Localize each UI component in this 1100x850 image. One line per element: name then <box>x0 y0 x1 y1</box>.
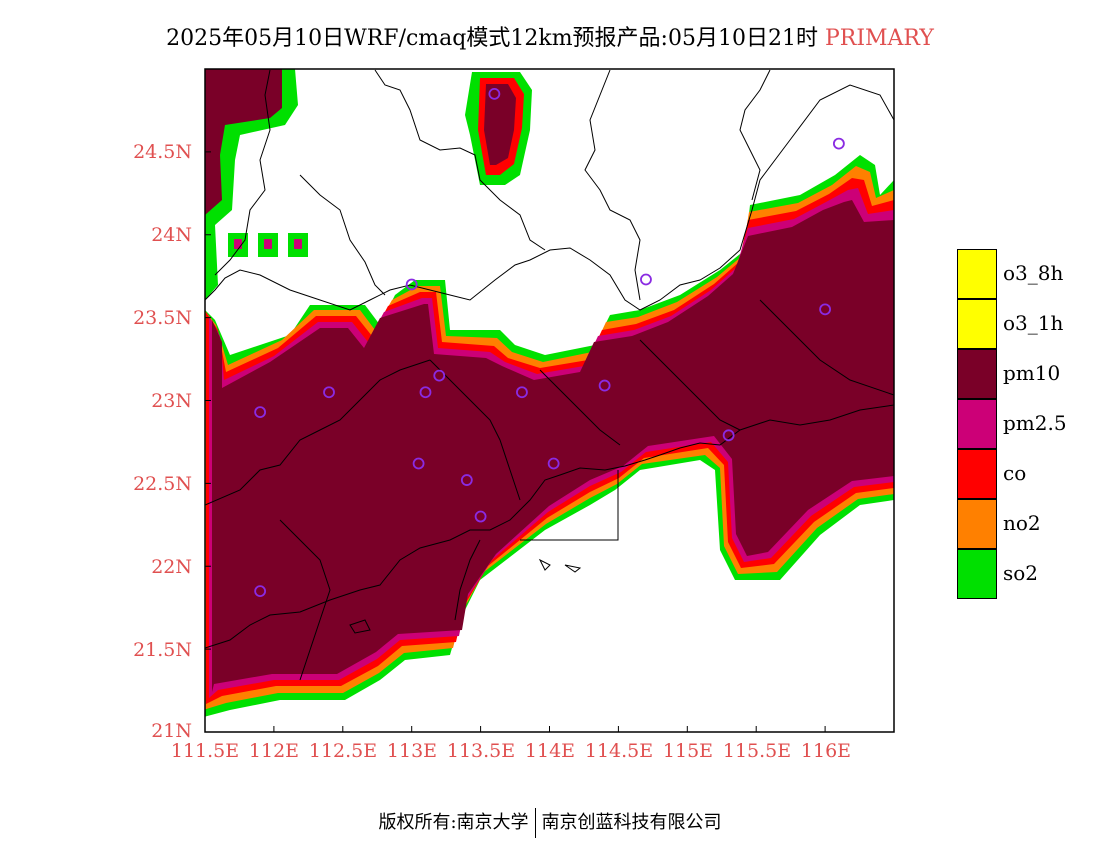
legend-swatch <box>957 399 997 449</box>
inner-border-9 <box>639 339 741 431</box>
x-tick-label: 114.5E <box>584 740 654 762</box>
inner-border-2 <box>374 69 546 251</box>
river-1 <box>454 539 481 621</box>
station-marker <box>640 273 652 286</box>
island-1 <box>538 558 551 571</box>
station-marker <box>405 278 418 291</box>
x-tick-label: 116E <box>800 740 852 762</box>
station-marker <box>254 406 267 419</box>
station-marker <box>598 379 611 392</box>
legend-label: o3_8h <box>1003 261 1064 285</box>
station-marker <box>474 510 487 523</box>
inner-border-11 <box>279 519 331 681</box>
y-tick-label: 23.5N <box>133 307 192 329</box>
station-marker <box>832 137 845 150</box>
station-marker <box>323 386 335 399</box>
legend-label: co <box>1003 461 1027 485</box>
footer-separator <box>534 808 536 838</box>
island-2 <box>564 564 582 573</box>
inner-border-5 <box>299 174 386 296</box>
fringe-nw <box>205 69 298 300</box>
y-tick-label: 21N <box>151 720 192 742</box>
chart-title: 2025年05月10日WRF/cmaq模式12km预报产品:05月10日21时 … <box>0 20 1100 52</box>
hk-box <box>520 470 619 541</box>
island-3 <box>349 619 371 634</box>
footer-left: 版权所有:南京大学 <box>378 812 529 833</box>
inner-border-7 <box>429 359 521 501</box>
patch-nw-5 <box>264 239 272 249</box>
station-marker <box>722 429 735 442</box>
legend-label: no2 <box>1003 511 1041 535</box>
station-marker <box>460 474 473 486</box>
station-marker <box>419 386 432 399</box>
x-tick-label: 112E <box>248 740 300 762</box>
x-tick-label: 112.5E <box>308 740 378 762</box>
station-marker <box>819 303 831 316</box>
legend-swatch <box>957 349 997 399</box>
patch-nw-4 <box>234 239 242 249</box>
inner-border-10 <box>759 299 894 396</box>
legend-swatch <box>957 549 997 599</box>
inner-border-8 <box>539 369 621 446</box>
x-tick-label: 113E <box>386 740 438 762</box>
axis-ticks <box>204 151 826 733</box>
map-boundaries <box>205 69 894 681</box>
pollutant-field <box>205 69 894 717</box>
field-pm10 <box>212 200 894 692</box>
legend-label: pm10 <box>1003 361 1061 385</box>
title-main: 2025年05月10日WRF/cmaq模式12km预报产品:05月10日21时 <box>166 26 818 51</box>
y-tick-label: 22N <box>151 556 192 578</box>
province-border <box>205 84 894 311</box>
inner-border-4 <box>739 69 771 201</box>
station-marker <box>412 457 425 470</box>
station-marker <box>516 386 528 399</box>
station-marker <box>433 369 446 382</box>
field-pm10-nw <box>205 69 282 215</box>
legend-swatch <box>957 499 997 549</box>
legend-swatch <box>957 449 997 499</box>
station-marker <box>547 457 560 470</box>
station-markers <box>254 87 845 598</box>
x-tick-label: 115E <box>662 740 714 762</box>
x-tick-label: 114E <box>524 740 576 762</box>
x-tick-label: 115.5E <box>722 740 792 762</box>
station-marker <box>488 87 501 100</box>
inner-border-1 <box>214 69 271 276</box>
patch-nw-6 <box>294 239 302 249</box>
x-tick-label: 111.5E <box>170 740 240 762</box>
station-marker <box>254 585 267 598</box>
footer-right: 南京创蓝科技有限公司 <box>541 812 722 833</box>
legend-label: so2 <box>1003 561 1039 585</box>
y-tick-label: 24.5N <box>133 141 192 163</box>
y-tick-label: 24N <box>151 224 192 246</box>
field-pm10-north <box>484 84 516 165</box>
inner-border-3 <box>584 69 641 301</box>
copyright-footer: 版权所有:南京大学 南京创蓝科技有限公司 <box>0 808 1100 838</box>
y-tick-label: 21.5N <box>133 639 192 661</box>
title-sub: PRIMARY <box>824 26 934 51</box>
legend-swatch <box>957 299 997 349</box>
legend-label: pm2.5 <box>1003 411 1067 435</box>
inner-border-6 <box>205 359 431 506</box>
coastline <box>205 404 894 649</box>
legend-label: o3_1h <box>1003 311 1064 335</box>
y-tick-label: 23N <box>151 390 192 412</box>
x-tick-label: 113.5E <box>446 740 516 762</box>
y-tick-label: 22.5N <box>133 473 192 495</box>
legend-swatch <box>957 249 997 299</box>
